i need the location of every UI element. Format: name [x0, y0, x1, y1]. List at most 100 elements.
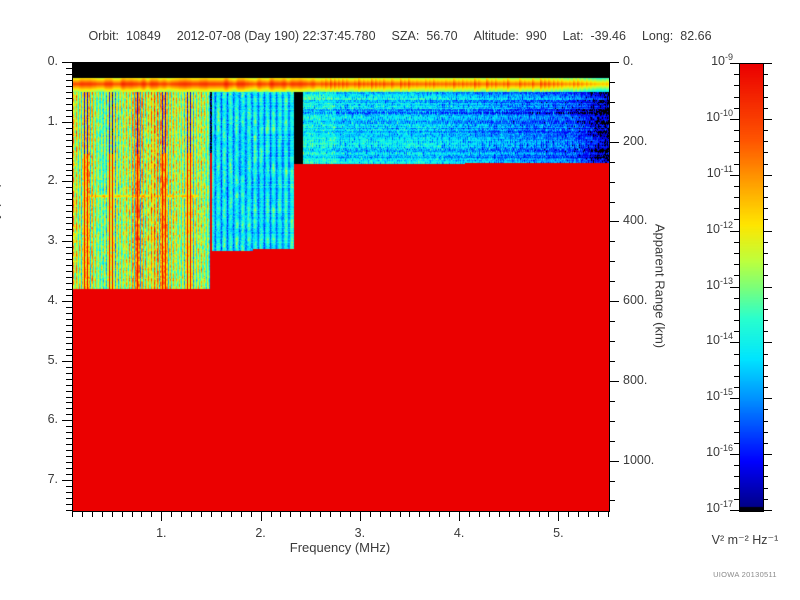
colorbar-minor-tick [763, 264, 768, 265]
colorbar-minor-tick [763, 320, 768, 321]
colorbar-tick-label: 10-9 [711, 51, 733, 68]
frequency-tick [400, 511, 401, 517]
time-delay-tick [62, 62, 72, 63]
frequency-tick [469, 511, 470, 517]
colorbar-minor-tick [763, 219, 768, 220]
time-delay-tick [66, 98, 72, 99]
apparent-range-tick [609, 361, 615, 362]
time-delay-tick [66, 110, 72, 111]
colorbar-major-tick [763, 175, 772, 176]
time-delay-tick [66, 444, 72, 445]
colorbar-minor-tick [734, 488, 739, 489]
colorbar-minor-tick [763, 197, 768, 198]
time-delay-tick [66, 175, 72, 176]
frequency-tick [449, 511, 450, 517]
time-delay-tick-label: 4. [47, 292, 58, 307]
colorbar-minor-tick [734, 376, 739, 377]
frequency-tick [588, 511, 589, 517]
apparent-range-tick [609, 301, 619, 302]
colorbar-tick-label: 10-12 [706, 219, 733, 236]
time-delay-tick [66, 134, 72, 135]
apparent-range-tick [609, 122, 615, 123]
frequency-tick [429, 511, 430, 517]
time-delay-tick [66, 355, 72, 356]
time-delay-tick-label: 1. [47, 113, 58, 128]
colorbar-minor-tick [763, 298, 768, 299]
colorbar-minor-tick [734, 97, 739, 98]
time-delay-tick [66, 259, 72, 260]
frequency-tick [360, 511, 361, 521]
time-delay-tick [66, 510, 72, 511]
time-delay-tick [66, 68, 72, 69]
colorbar-minor-tick [763, 85, 768, 86]
colorbar-major-tick [730, 231, 739, 232]
lat-value: -39.46 [590, 29, 626, 43]
observation-datetime: 2012-07-08 (Day 190) 22:37:45.780 [176, 29, 376, 43]
time-delay-tick [66, 211, 72, 212]
colorbar-minor-tick [734, 130, 739, 131]
time-delay-tick [66, 468, 72, 469]
time-delay-tick [66, 158, 72, 159]
colorbar-minor-tick [734, 253, 739, 254]
frequency-tick [419, 511, 420, 517]
colorbar-major-tick [763, 398, 772, 399]
colorbar [739, 63, 764, 512]
apparent-range-tick [609, 142, 619, 143]
colorbar-major-tick [763, 231, 772, 232]
colorbar-minor-tick [734, 443, 739, 444]
apparent-range-tick [609, 481, 615, 482]
frequency-tick [122, 511, 123, 517]
time-delay-tick [66, 193, 72, 194]
time-delay-tick [66, 289, 72, 290]
time-delay-tick-label: 2. [47, 173, 58, 188]
time-delay-tick [66, 265, 72, 266]
colorbar-minor-tick [734, 186, 739, 187]
time-delay-tick [66, 205, 72, 206]
time-delay-tick [66, 462, 72, 463]
frequency-tick [231, 511, 232, 517]
apparent-range-tick [609, 202, 615, 203]
radargram-heatmap-canvas [73, 63, 609, 511]
apparent-range-tick [609, 62, 619, 63]
time-delay-tick [66, 456, 72, 457]
time-delay-tick [66, 397, 72, 398]
colorbar-minor-tick [763, 309, 768, 310]
colorbar-major-tick [730, 119, 739, 120]
colorbar-minor-tick [763, 275, 768, 276]
colorbar-minor-tick [763, 488, 768, 489]
apparent-range-tick [609, 321, 615, 322]
apparent-range-tick [609, 461, 619, 462]
time-delay-tick [66, 140, 72, 141]
orbit-value: 10849 [126, 29, 161, 43]
time-delay-tick [66, 271, 72, 272]
colorbar-minor-tick [734, 208, 739, 209]
colorbar-units-label: V² m⁻² Hz⁻¹ [711, 533, 779, 547]
frequency-tick [241, 511, 242, 517]
altitude-value: 990 [525, 29, 547, 43]
frequency-tick [330, 511, 331, 517]
frequency-tick [151, 511, 152, 517]
colorbar-minor-tick [763, 208, 768, 209]
frequency-tick [320, 511, 321, 517]
time-delay-tick [66, 277, 72, 278]
apparent-range-tick [609, 421, 615, 422]
apparent-range-tick-label: 1000. [623, 452, 655, 467]
colorbar-minor-tick [734, 365, 739, 366]
time-delay-tick [66, 146, 72, 147]
colorbar-minor-tick [763, 365, 768, 366]
colorbar-minor-tick [763, 130, 768, 131]
colorbar-minor-tick [763, 253, 768, 254]
frequency-tick [290, 511, 291, 517]
time-delay-tick [62, 181, 72, 182]
time-delay-tick-label: 7. [47, 472, 58, 487]
colorbar-minor-tick [763, 376, 768, 377]
apparent-range-tick [609, 162, 615, 163]
colorbar-minor-tick [763, 409, 768, 410]
time-delay-tick [66, 80, 72, 81]
sza-value: 56.70 [426, 29, 458, 43]
frequency-tick [370, 511, 371, 517]
frequency-tick [261, 511, 262, 521]
colorbar-minor-tick [734, 197, 739, 198]
apparent-range-tick-label: 200. [623, 133, 648, 148]
